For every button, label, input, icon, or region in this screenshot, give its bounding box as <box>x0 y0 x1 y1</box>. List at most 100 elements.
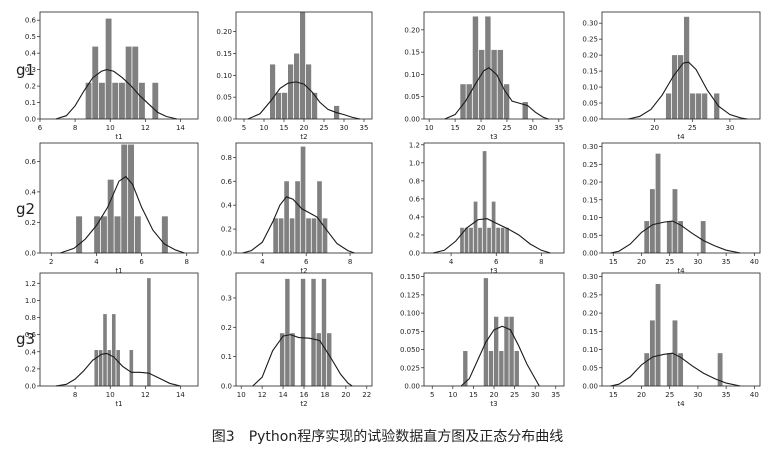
chart-11-ytick-label-0: 0.00 <box>582 383 598 391</box>
chart-0-bar-8 <box>139 82 145 119</box>
chart-11-bar-4 <box>672 320 678 386</box>
chart-6-bar-1 <box>464 227 469 253</box>
chart-6-ytick-label-3: 0.6 <box>409 195 421 203</box>
chart-10-bar-5 <box>504 316 509 386</box>
chart-7-bar-1 <box>649 189 655 253</box>
row-label-g3: g3 <box>16 330 36 348</box>
chart-9-xtick-label-3: 16 <box>300 391 309 399</box>
chart-10-xtick-label-5: 30 <box>531 391 540 399</box>
chart-11-xtick-label-1: 20 <box>637 391 646 399</box>
chart-2-bar-5 <box>491 49 497 119</box>
chart-3-bar-6 <box>702 93 708 119</box>
chart-6-frame <box>423 142 565 254</box>
chart-7-bar-2 <box>655 153 661 253</box>
chart-5-ytick-label-2: 0.4 <box>221 202 233 210</box>
chart-2-bar-1 <box>466 84 472 119</box>
chart-0-xlabel: t1 <box>115 133 122 141</box>
chart-0-xtick-label-3: 12 <box>141 124 150 132</box>
chart-7-ytick-label-1: 0.05 <box>582 232 598 240</box>
chart-2-bar-6 <box>497 49 504 119</box>
chart-8-xlabel: t1 <box>115 400 122 408</box>
chart-9-xtick-label-4: 18 <box>320 391 329 399</box>
chart-8-frame <box>39 272 199 387</box>
chart-11-bar-5 <box>678 353 684 386</box>
chart-0-panel: 6 8 10 12 14 0.0 0.1 0.2 0.3 0.4 0.5 0.6 t1 <box>25 11 199 141</box>
chart-6-bar-4 <box>478 227 482 253</box>
chart-0-bar-1 <box>92 46 99 119</box>
chart-5-density-curve <box>242 196 355 254</box>
chart-5-bar-0 <box>273 218 278 253</box>
chart-11-xtick-label-5: 40 <box>750 391 759 399</box>
chart-11-ytick-label-2: 0.10 <box>582 346 598 354</box>
chart-6-ytick-label-6: 1.2 <box>409 141 420 149</box>
chart-4-bar-0 <box>76 216 83 253</box>
chart-4-ytick-label-1: 0.2 <box>25 219 36 227</box>
chart-10-ytick-label-1: 0.025 <box>400 364 420 372</box>
chart-1-xtick-label-3: 20 <box>300 124 309 132</box>
chart-0-ytick-label-1: 0.1 <box>25 99 36 107</box>
chart-5-bar-7 <box>311 218 317 253</box>
chart-8-xtick-label-0: 8 <box>73 391 77 399</box>
chart-8-bar-5 <box>116 350 120 386</box>
chart-0-bar-3 <box>105 18 112 119</box>
chart-2-bar-8 <box>522 102 528 119</box>
chart-2-frame <box>423 11 565 120</box>
chart-3-bar-4 <box>690 93 696 119</box>
chart-6-xlabel: t3 <box>490 267 497 275</box>
chart-10-bar-6 <box>509 316 514 386</box>
chart-8-bar-1 <box>98 350 103 386</box>
chart-10-bar-4 <box>499 351 504 386</box>
chart-10-panel: 5 10 15 20 25 30 35 0.00 0.025 0.050 0.075 0.100 0.1… <box>400 272 565 408</box>
chart-8-ytick-label-3: 0.6 <box>25 331 37 339</box>
chart-4-bar-4 <box>114 216 121 253</box>
chart-11-bar-3 <box>666 353 672 386</box>
chart-9-bar-5 <box>316 333 321 386</box>
chart-0-bar-7 <box>132 46 139 119</box>
chart-1-panel: 5 10 15 20 25 30 35 0.00 0.05 0.10 0.15 0.20 t2 <box>216 11 373 141</box>
chart-6-bar-3 <box>473 201 478 253</box>
chart-0-xtick-label-1: 8 <box>73 124 77 132</box>
chart-0-bar-4 <box>112 82 119 119</box>
chart-8-ytick-label-2: 0.4 <box>25 348 37 356</box>
chart-2-ytick-label-0: 0.00 <box>404 116 420 124</box>
chart-6-bar-9 <box>500 227 505 253</box>
chart-3-frame <box>601 11 761 120</box>
chart-4-bar-2 <box>100 216 107 253</box>
chart-9-xtick-label-1: 12 <box>258 391 267 399</box>
chart-2-xlabel: t3 <box>490 133 497 141</box>
chart-5-ytick-label-1: 0.2 <box>221 226 232 234</box>
chart-10-xtick-label-1: 10 <box>448 391 457 399</box>
chart-0-xtick-label-2: 10 <box>106 124 115 132</box>
chart-11-bar-6 <box>717 353 723 386</box>
chart-2-ytick-label-2: 0.10 <box>404 71 420 79</box>
chart-10-bar-7 <box>514 351 519 386</box>
chart-2-ytick-label-1: 0.05 <box>404 93 420 101</box>
chart-11-bar-1 <box>649 320 655 386</box>
chart-7-panel: 15 20 25 30 35 40 0.00 0.05 0.10 0.15 0.20 0.25 0.30… <box>582 142 761 275</box>
chart-6-ytick-label-0: 0.0 <box>409 250 420 258</box>
chart-8-bar-4 <box>111 314 116 386</box>
chart-6-bar-7 <box>491 201 496 253</box>
chart-6-ytick-label-2: 0.4 <box>409 213 421 221</box>
chart-1-xtick-label-0: 5 <box>242 124 246 132</box>
chart-10-ytick-label-3: 0.075 <box>400 328 420 336</box>
chart-3-bar-2 <box>677 55 684 119</box>
chart-4-xtick-label-0: 2 <box>49 258 53 266</box>
chart-9-ytick-label-3: 0.3 <box>221 294 232 302</box>
chart-11-ytick-label-3: 0.15 <box>582 328 598 336</box>
chart-5-ytick-label-3: 0.6 <box>221 178 233 186</box>
chart-11-panel: 15 20 25 30 35 40 0.00 0.05 0.10 0.15 0.20 0.25 0.30… <box>582 272 761 408</box>
chart-0-bar-6 <box>125 46 132 119</box>
chart-5-ytick-label-4: 0.8 <box>221 154 232 162</box>
chart-5-xlabel: t2 <box>300 267 307 275</box>
chart-3-bar-0 <box>665 93 672 119</box>
chart-8-ytick-label-0: 0.0 <box>25 383 36 391</box>
chart-3-ytick-label-1: 0.05 <box>582 100 598 108</box>
chart-9-bar-4 <box>311 278 316 386</box>
chart-8-ytick-label-1: 0.2 <box>25 365 36 373</box>
chart-3-xtick-label-2: 30 <box>725 124 734 132</box>
chart-2-xtick-label-0: 10 <box>425 124 434 132</box>
chart-6-bar-5 <box>482 151 487 253</box>
chart-9-panel: 10 12 14 16 18 20 22 0.0 0.1 0.2 0.3 t2 <box>221 272 373 408</box>
chart-10-xtick-label-6: 35 <box>551 391 560 399</box>
